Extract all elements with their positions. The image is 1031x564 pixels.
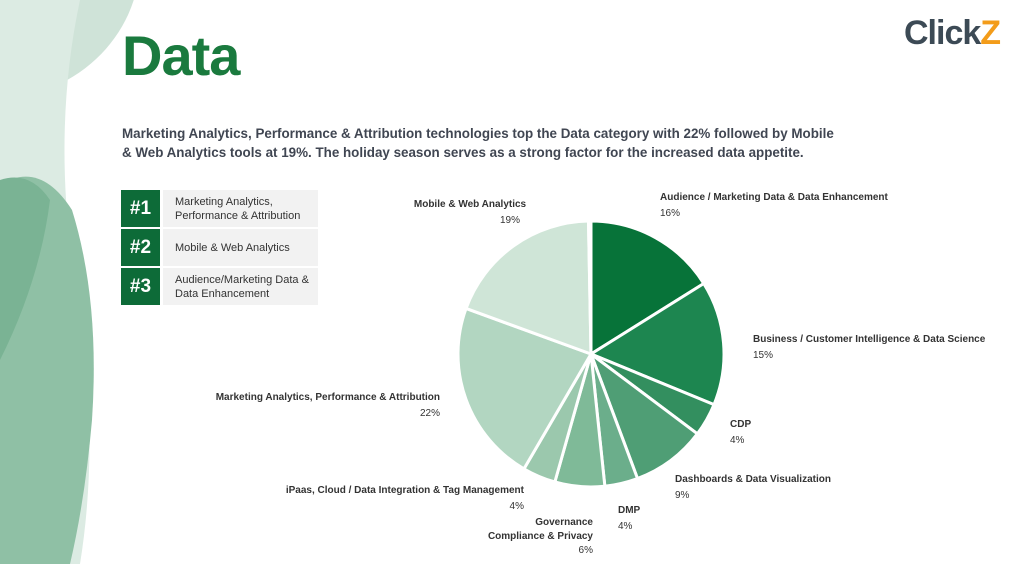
slice-label-cdp: CDP 4% xyxy=(730,417,751,449)
slice-label-mobile-web: Mobile & Web Analytics 19% xyxy=(400,197,540,229)
rank-badge: #3 xyxy=(121,268,160,305)
slice-label-ipaas: iPaas, Cloud / Data Integration & Tag Ma… xyxy=(254,483,524,515)
slice-name: Marketing Analytics, Performance & Attri… xyxy=(215,392,440,403)
pie-slice-mobile-web-analytics xyxy=(464,219,593,356)
slice-value: 19% xyxy=(499,215,520,226)
pie-slice-audience-marketing-data-data-enhancement xyxy=(589,219,706,356)
rank-label: Audience/Marketing Data & Data Enhanceme… xyxy=(163,268,318,305)
pie-slice-marketing-analytics-performance-attribution xyxy=(456,306,593,471)
slice-name-line2: Compliance & Privacy xyxy=(487,531,593,542)
slice-value: 4% xyxy=(618,521,633,532)
pie-slice-other xyxy=(586,219,593,356)
slice-value: 16% xyxy=(660,208,681,219)
page-title: Data xyxy=(122,24,240,87)
slice-value: 9% xyxy=(675,490,690,501)
slice-name: Mobile & Web Analytics xyxy=(413,199,527,210)
logo-text-z: Z xyxy=(980,14,1001,52)
logo-text-click: Click xyxy=(904,14,981,52)
slice-value: 15% xyxy=(753,350,774,361)
clickz-logo: ClickZ xyxy=(904,14,1001,52)
pie-slice-business-customer-intelligence-data-science xyxy=(589,282,726,407)
slice-name: iPaas, Cloud / Data Integration & Tag Ma… xyxy=(285,485,524,496)
slice-name: DMP xyxy=(618,505,641,516)
rank-label: Marketing Analytics, Performance & Attri… xyxy=(163,190,318,227)
rank-badge: #1 xyxy=(121,190,160,227)
slice-name: Dashboards & Data Visualization xyxy=(675,474,831,485)
slice-value: 6% xyxy=(578,545,593,556)
slice-name-line1: Governance xyxy=(535,517,593,528)
slice-value: 22% xyxy=(419,408,440,419)
slice-label-business-intelligence: Business / Customer Intelligence & Data … xyxy=(753,332,985,364)
slice-label-audience-data: Audience / Marketing Data & Data Enhance… xyxy=(660,190,888,222)
slice-label-marketing-analytics: Marketing Analytics, Performance & Attri… xyxy=(180,390,440,422)
slice-value: 4% xyxy=(509,501,524,512)
slice-label-governance: Governance Compliance & Privacy 6% xyxy=(453,515,593,559)
page-subtitle: Marketing Analytics, Performance & Attri… xyxy=(122,126,834,160)
slice-label-dashboards: Dashboards & Data Visualization 9% xyxy=(675,472,831,504)
rank-badge: #2 xyxy=(121,229,160,266)
slice-name: Audience / Marketing Data & Data Enhance… xyxy=(660,192,888,203)
rank-label: Mobile & Web Analytics xyxy=(163,229,318,266)
slice-name: Business / Customer Intelligence & Data … xyxy=(753,334,986,345)
slice-value: 4% xyxy=(730,435,745,446)
slice-label-dmp: DMP 4% xyxy=(618,503,640,535)
slice-name: CDP xyxy=(730,419,752,430)
